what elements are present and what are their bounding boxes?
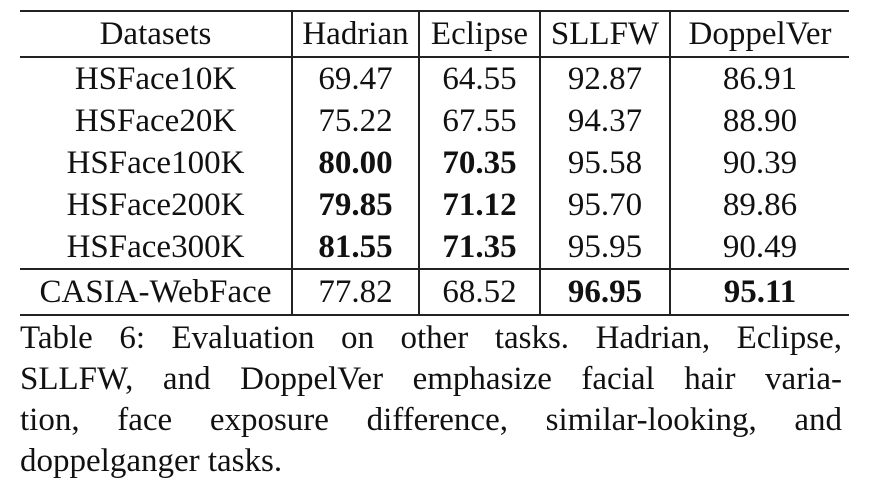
results-table-container: Datasets Hadrian Eclipse SLLFW DoppelVer… <box>20 10 849 316</box>
header-doppelver: DoppelVer <box>669 10 849 58</box>
cell-sllfw: 95.95 <box>539 226 670 269</box>
cell-hadrian: 79.85 <box>291 184 419 226</box>
cell-hadrian: 77.82 <box>291 268 419 316</box>
cell-sllfw: 95.70 <box>539 184 670 226</box>
cell-hadrian: 80.00 <box>291 142 419 184</box>
cell-sllfw: 94.37 <box>539 100 670 142</box>
cell-doppelver: 90.49 <box>669 226 849 269</box>
table-row: CASIA-WebFace 77.82 68.52 96.95 95.11 <box>20 268 849 316</box>
cell-dataset: HSFace300K <box>66 228 245 265</box>
cell-eclipse: 64.55 <box>418 57 540 100</box>
cell-sllfw: 95.58 <box>539 142 670 184</box>
table-row: HSFace20K 75.22 67.55 94.37 88.90 <box>20 100 849 142</box>
cell-dataset: CASIA-WebFace <box>20 268 292 316</box>
cell-dataset: HSFace20K <box>74 102 237 139</box>
table-caption: Table 6: Evaluation on other tasks. Hadr… <box>20 318 842 482</box>
cell-doppelver: 88.90 <box>669 100 849 142</box>
cell-doppelver: 89.86 <box>669 184 849 226</box>
evaluation-table: Datasets Hadrian Eclipse SLLFW DoppelVer… <box>20 10 849 316</box>
cell-hadrian: 81.55 <box>291 226 419 269</box>
caption-line: doppelganger tasks. <box>20 443 283 479</box>
header-sllfw: SLLFW <box>539 10 670 58</box>
cell-dataset: HSFace200K <box>66 186 245 223</box>
table-row: HSFace100K 80.00 70.35 95.58 90.39 <box>20 142 849 184</box>
cell-eclipse: 70.35 <box>418 142 540 184</box>
cell-doppelver: 86.91 <box>669 57 849 100</box>
cell-dataset: HSFace10K <box>74 60 237 97</box>
cell-sllfw: 92.87 <box>539 57 670 100</box>
header-datasets: Datasets <box>20 10 292 58</box>
cell-eclipse: 71.35 <box>418 226 540 269</box>
cell-eclipse: 67.55 <box>418 100 540 142</box>
cell-hadrian: 69.47 <box>291 57 419 100</box>
header-hadrian: Hadrian <box>291 10 419 58</box>
header-eclipse: Eclipse <box>418 10 540 58</box>
caption-line: SLLFW, and DoppelVer emphasize facial ha… <box>20 361 842 397</box>
cell-eclipse: 71.12 <box>418 184 540 226</box>
table-header-row: Datasets Hadrian Eclipse SLLFW DoppelVer <box>20 10 849 58</box>
caption-line: Table 6: Evaluation on other tasks. Hadr… <box>20 320 842 356</box>
cell-sllfw: 96.95 <box>539 268 670 316</box>
table-row: HSFace300K 81.55 71.35 95.95 90.49 <box>20 226 849 269</box>
table-row: HSFace10K 69.47 64.55 92.87 86.91 <box>20 57 849 100</box>
caption-line: tion, face exposure difference, similar-… <box>20 402 842 438</box>
table-row: HSFace200K 79.85 71.12 95.70 89.86 <box>20 184 849 226</box>
cell-dataset: HSFace100K <box>66 144 245 181</box>
cell-hadrian: 75.22 <box>291 100 419 142</box>
cell-doppelver: 90.39 <box>669 142 849 184</box>
cell-eclipse: 68.52 <box>418 268 540 316</box>
cell-doppelver: 95.11 <box>669 268 849 316</box>
